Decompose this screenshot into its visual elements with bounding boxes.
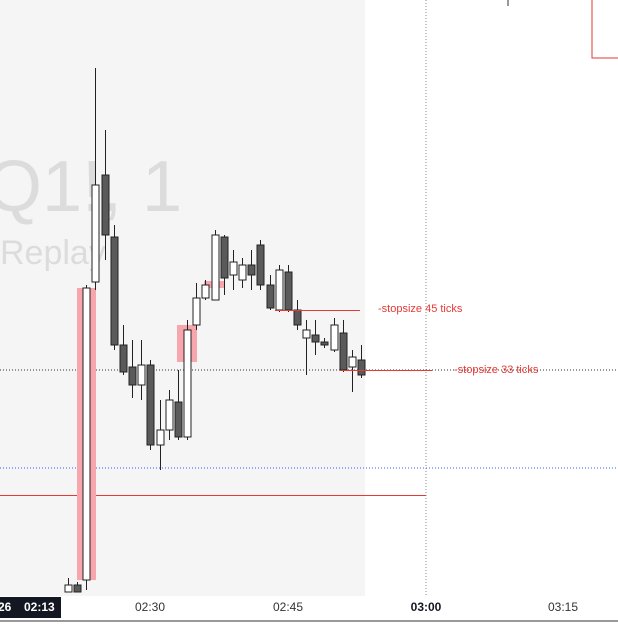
candle-body (311, 334, 320, 343)
x-tick-label: 03:00 (411, 600, 442, 614)
candle-body (220, 236, 229, 279)
candle-body (91, 184, 100, 283)
watermark-sub: Replay (0, 234, 106, 272)
candle-body (238, 264, 247, 281)
candle-body (320, 341, 329, 346)
crosshair-label (0, 597, 61, 618)
watermark: Q1!, 1 (0, 147, 182, 227)
x-tick-label: 26 (0, 600, 12, 614)
candle-body (266, 284, 275, 309)
replay-zone (0, 0, 365, 596)
position-bracket (591, 0, 618, 59)
candle-body (183, 329, 192, 438)
candle-body (293, 309, 302, 326)
candle-body (357, 359, 366, 376)
candle-body (137, 364, 146, 386)
candle-body (64, 584, 73, 593)
candle-body (146, 364, 155, 446)
candle-body (229, 261, 238, 276)
candle-body (302, 329, 311, 339)
annotation: -stopsize 33 ticks (454, 364, 539, 376)
candle-body (284, 271, 293, 311)
candle-body (330, 324, 339, 351)
x-axis: 26 02:13 02:30 02:45 03:00 03:15 (0, 600, 578, 614)
candle-body (275, 269, 284, 311)
annotation: -stopsize 45 ticks (378, 303, 463, 315)
candle-body (156, 429, 165, 446)
candle-body (110, 236, 119, 346)
candle-body (73, 584, 82, 593)
x-tick-label: 02:13 (24, 600, 55, 614)
candle-body (256, 244, 265, 286)
candle-body (174, 401, 183, 438)
x-tick-label: 03:15 (548, 600, 578, 614)
candle-body (82, 287, 91, 581)
x-tick-label: 02:30 (135, 600, 165, 614)
candle-body (128, 366, 137, 386)
candle-body (339, 332, 348, 371)
candle-body (165, 399, 174, 431)
candle-body (192, 297, 201, 326)
candle-body (348, 356, 357, 368)
candles (64, 68, 366, 593)
candle-body (201, 284, 210, 299)
candle-body (247, 264, 256, 276)
candle-body (211, 234, 220, 301)
x-tick-label: 02:45 (273, 600, 303, 614)
candle-body (101, 174, 110, 236)
candle-body (119, 344, 128, 373)
